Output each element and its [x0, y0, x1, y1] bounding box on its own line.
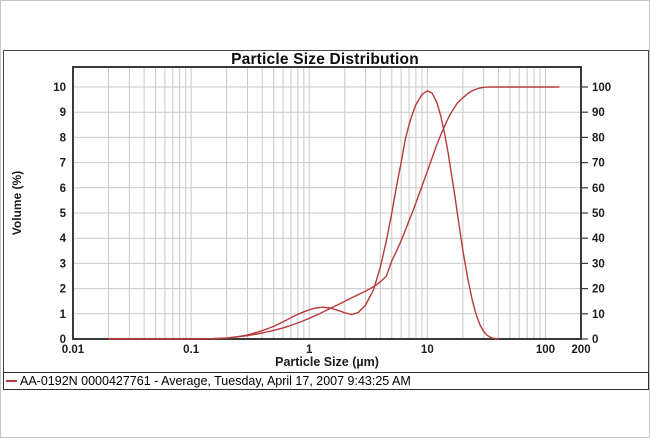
legend: AA-0192N 0000427761 - Average, Tuesday, …: [3, 372, 649, 390]
x-axis-label: Particle Size (µm): [275, 355, 379, 369]
legend-line-swatch: [6, 380, 17, 382]
chart-frame: [3, 50, 649, 373]
legend-label: AA-0192N 0000427761 - Average, Tuesday, …: [20, 374, 411, 388]
chart-title: Particle Size Distribution: [231, 51, 419, 68]
y-axis-label: Volume (%): [10, 170, 24, 236]
